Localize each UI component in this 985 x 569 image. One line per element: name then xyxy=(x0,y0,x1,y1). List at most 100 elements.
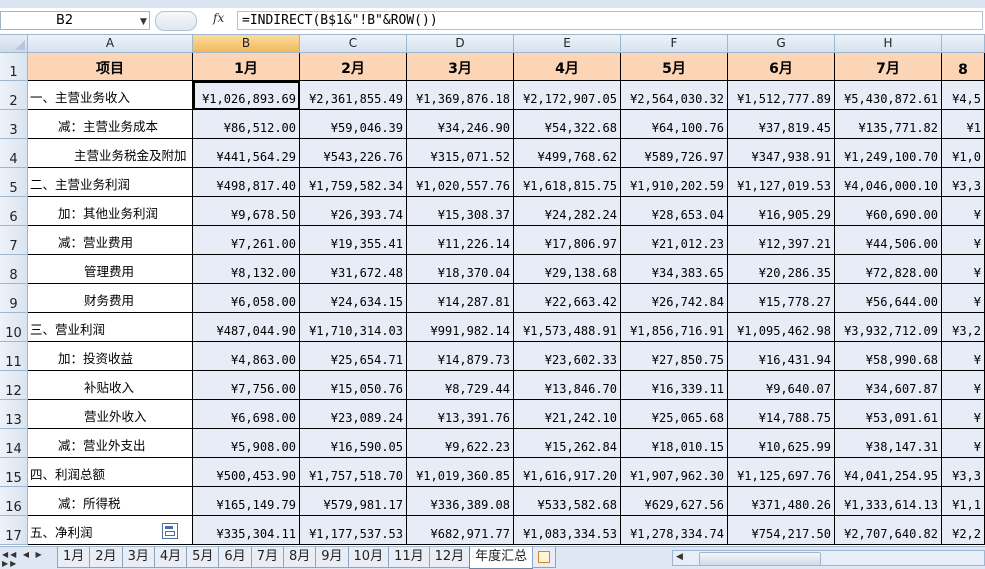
value-cell[interactable]: ¥56,644.00 xyxy=(835,284,942,313)
value-cell[interactable]: ¥3,3 xyxy=(942,168,985,197)
name-box-dropdown-icon[interactable]: ▼ xyxy=(140,17,147,27)
value-cell[interactable]: ¥17,806.97 xyxy=(514,226,621,255)
scroll-thumb[interactable] xyxy=(699,552,821,566)
value-cell[interactable]: ¥16,905.29 xyxy=(728,197,835,226)
row-label-cell[interactable]: 管理费用 xyxy=(28,255,193,284)
header-cell-month[interactable]: 6月 xyxy=(728,53,835,81)
value-cell[interactable]: ¥34,246.90 xyxy=(407,110,514,139)
value-cell[interactable]: ¥1,0 xyxy=(942,139,985,168)
value-cell[interactable]: ¥86,512.00 xyxy=(193,110,300,139)
value-cell[interactable]: ¥13,846.70 xyxy=(514,371,621,400)
value-cell[interactable]: ¥315,071.52 xyxy=(407,139,514,168)
value-cell[interactable]: ¥2,564,030.32 xyxy=(621,81,728,110)
value-cell[interactable]: ¥1,512,777.89 xyxy=(728,81,835,110)
sheet-tab-active[interactable]: 年度汇总 xyxy=(469,547,534,569)
column-header[interactable]: H xyxy=(835,35,942,53)
sheet-tab[interactable]: 7月 xyxy=(250,547,284,568)
row-label-cell[interactable]: 减：营业外支出 xyxy=(28,429,193,458)
row-header[interactable]: 13 xyxy=(0,400,28,429)
value-cell[interactable]: ¥15,308.37 xyxy=(407,197,514,226)
value-cell[interactable]: ¥4,041,254.95 xyxy=(835,458,942,487)
value-cell[interactable]: ¥64,100.76 xyxy=(621,110,728,139)
value-cell[interactable]: ¥335,304.11 xyxy=(193,516,300,545)
value-cell[interactable]: ¥31,672.48 xyxy=(300,255,407,284)
horizontal-scrollbar[interactable]: ◀ xyxy=(672,550,985,566)
column-header[interactable]: D xyxy=(407,35,514,53)
value-cell[interactable]: ¥25,654.71 xyxy=(300,342,407,371)
value-cell[interactable]: ¥1,573,488.91 xyxy=(514,313,621,342)
header-cell-month[interactable]: 4月 xyxy=(514,53,621,81)
value-cell[interactable]: ¥4,863.00 xyxy=(193,342,300,371)
value-cell[interactable]: ¥15,262.84 xyxy=(514,429,621,458)
value-cell[interactable]: ¥38,147.31 xyxy=(835,429,942,458)
value-cell[interactable]: ¥3,932,712.09 xyxy=(835,313,942,342)
value-cell[interactable]: ¥54,322.68 xyxy=(514,110,621,139)
value-cell[interactable]: ¥2,361,855.49 xyxy=(300,81,407,110)
value-cell[interactable]: ¥ xyxy=(942,342,985,371)
value-cell[interactable]: ¥3,3 xyxy=(942,458,985,487)
column-header[interactable]: G xyxy=(728,35,835,53)
value-cell[interactable]: ¥ xyxy=(942,226,985,255)
sheet-nav-buttons[interactable]: ◀◀ ◀ ▶ ▶▶ xyxy=(2,550,44,568)
value-cell[interactable]: ¥8,729.44 xyxy=(407,371,514,400)
value-cell[interactable]: ¥500,453.90 xyxy=(193,458,300,487)
row-header[interactable]: 8 xyxy=(0,255,28,284)
sheet-tab[interactable]: 8月 xyxy=(282,547,317,568)
value-cell[interactable]: ¥347,938.91 xyxy=(728,139,835,168)
value-cell[interactable]: ¥1,333,614.13 xyxy=(835,487,942,516)
value-cell[interactable]: ¥58,990.68 xyxy=(835,342,942,371)
value-cell[interactable]: ¥5,908.00 xyxy=(193,429,300,458)
sheet-tab[interactable]: 10月 xyxy=(347,547,390,568)
value-cell[interactable]: ¥26,742.84 xyxy=(621,284,728,313)
value-cell[interactable]: ¥22,663.42 xyxy=(514,284,621,313)
value-cell[interactable]: ¥682,971.77 xyxy=(407,516,514,545)
value-cell[interactable]: ¥1,856,716.91 xyxy=(621,313,728,342)
value-cell[interactable]: ¥60,690.00 xyxy=(835,197,942,226)
sheet-tab[interactable]: 12月 xyxy=(428,547,471,568)
value-cell[interactable]: ¥16,339.11 xyxy=(621,371,728,400)
value-cell[interactable]: ¥1,910,202.59 xyxy=(621,168,728,197)
value-cell[interactable]: ¥2,172,907.05 xyxy=(514,81,621,110)
row-label-cell[interactable]: 主营业务税金及附加 xyxy=(28,139,193,168)
column-header[interactable]: C xyxy=(300,35,407,53)
row-header[interactable]: 14 xyxy=(0,429,28,458)
selected-cell-b2[interactable]: ¥1,026,893.69 xyxy=(193,81,300,110)
value-cell[interactable]: ¥1,710,314.03 xyxy=(300,313,407,342)
value-cell[interactable]: ¥53,091.61 xyxy=(835,400,942,429)
row-header[interactable]: 11 xyxy=(0,342,28,371)
value-cell[interactable]: ¥23,602.33 xyxy=(514,342,621,371)
value-cell[interactable]: ¥336,389.08 xyxy=(407,487,514,516)
value-cell[interactable]: ¥7,261.00 xyxy=(193,226,300,255)
value-cell[interactable]: ¥7,756.00 xyxy=(193,371,300,400)
column-header[interactable]: B xyxy=(193,35,300,53)
value-cell[interactable]: ¥ xyxy=(942,255,985,284)
value-cell[interactable]: ¥16,431.94 xyxy=(728,342,835,371)
row-label-cell[interactable]: 减：主营业务成本 xyxy=(28,110,193,139)
row-label-cell[interactable]: 补贴收入 xyxy=(28,371,193,400)
value-cell[interactable]: ¥24,282.24 xyxy=(514,197,621,226)
value-cell[interactable]: ¥754,217.50 xyxy=(728,516,835,545)
value-cell[interactable]: ¥25,065.68 xyxy=(621,400,728,429)
value-cell[interactable]: ¥2,2 xyxy=(942,516,985,545)
value-cell[interactable]: ¥14,287.81 xyxy=(407,284,514,313)
row-label-cell[interactable]: 一、主营业务收入 xyxy=(28,81,193,110)
value-cell[interactable]: ¥1,616,917.20 xyxy=(514,458,621,487)
value-cell[interactable]: ¥21,242.10 xyxy=(514,400,621,429)
value-cell[interactable]: ¥11,226.14 xyxy=(407,226,514,255)
header-cell-month[interactable]: 1月 xyxy=(193,53,300,81)
value-cell[interactable]: ¥20,286.35 xyxy=(728,255,835,284)
header-cell-month[interactable]: 8 xyxy=(942,53,985,81)
value-cell[interactable]: ¥543,226.76 xyxy=(300,139,407,168)
sheet-tab[interactable]: 1月 xyxy=(57,547,91,568)
value-cell[interactable]: ¥6,698.00 xyxy=(193,400,300,429)
value-cell[interactable]: ¥1 xyxy=(942,110,985,139)
value-cell[interactable]: ¥1,019,360.85 xyxy=(407,458,514,487)
column-header[interactable]: F xyxy=(621,35,728,53)
sheet-tab[interactable]: 6月 xyxy=(218,547,252,568)
value-cell[interactable]: ¥991,982.14 xyxy=(407,313,514,342)
insert-sheet-icon[interactable] xyxy=(532,547,557,568)
value-cell[interactable]: ¥5,430,872.61 xyxy=(835,81,942,110)
value-cell[interactable]: ¥13,391.76 xyxy=(407,400,514,429)
value-cell[interactable]: ¥1,020,557.76 xyxy=(407,168,514,197)
header-cell-month[interactable]: 3月 xyxy=(407,53,514,81)
